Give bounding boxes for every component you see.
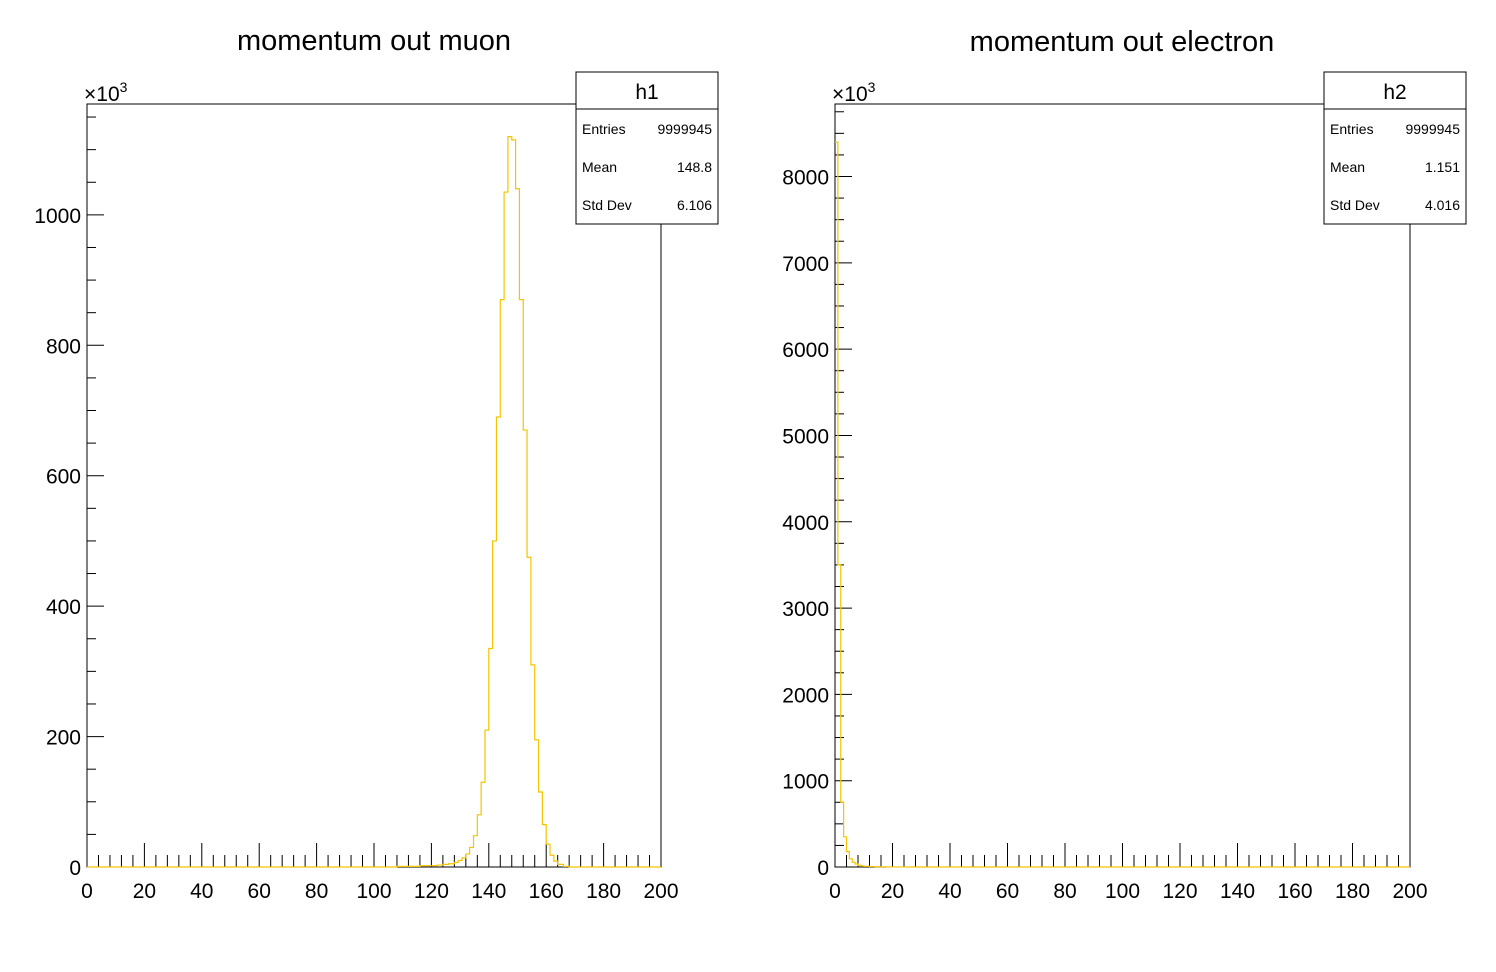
y-tick-label: 2000	[782, 684, 829, 707]
y-tick-label: 4000	[782, 512, 829, 535]
y-tick-label: 3000	[782, 598, 829, 621]
panel-muon: momentum out muon 0 20 40 60 80 100 120 140 160 18…	[34, 25, 719, 903]
stats-name: h2	[1383, 81, 1406, 104]
x-tick-label: 180	[1335, 880, 1370, 903]
stats-box	[1323, 71, 1467, 225]
panel-electron: momentum out electron 0 20 40 60 80 100 120 140 1…	[782, 26, 1467, 903]
histogram-line	[87, 136, 661, 868]
y-tick-label: 400	[46, 596, 81, 619]
y-multiplier-base: ×10	[832, 83, 868, 106]
y-tick-label: 600	[46, 466, 81, 489]
x-tick-label: 180	[586, 880, 621, 903]
histogram-line	[835, 141, 1410, 868]
stats-row-label: Mean	[1330, 159, 1365, 175]
x-tick-label: 0	[829, 880, 841, 903]
x-tick-label: 140	[1220, 880, 1255, 903]
stats-row-value: 6.106	[677, 197, 712, 213]
x-tick-label: 60	[248, 880, 271, 903]
x-tick-label: 20	[881, 880, 904, 903]
x-tick-label: 120	[1162, 880, 1197, 903]
chart-title: momentum out muon	[237, 25, 511, 57]
y-multiplier-exponent: 3	[868, 79, 876, 95]
chart-title: momentum out electron	[970, 26, 1275, 58]
stats-row-label: Entries	[582, 121, 626, 137]
y-tick-label: 7000	[782, 253, 829, 276]
plot-frame	[86, 103, 662, 868]
y-tick-label: 0	[817, 857, 829, 880]
x-tick-label: 20	[133, 880, 156, 903]
y-tick-label: 1000	[782, 771, 829, 794]
y-tick-label: 800	[46, 335, 81, 358]
x-tick-label: 120	[414, 880, 449, 903]
stats-box	[575, 71, 719, 225]
x-tick-label: 60	[996, 880, 1019, 903]
x-tick-label: 100	[1105, 880, 1140, 903]
x-tick-label: 80	[1053, 880, 1076, 903]
y-tick-label: 1000	[34, 205, 81, 228]
stats-row-value: 9999945	[657, 121, 712, 137]
stats-name: h1	[635, 81, 658, 104]
y-tick-label: 0	[69, 857, 81, 880]
stats-row-label: Mean	[582, 159, 617, 175]
stats-row-label: Entries	[1330, 121, 1374, 137]
y-tick-label: 200	[46, 727, 81, 750]
stats-row-value: 9999945	[1405, 121, 1460, 137]
x-tick-label: 100	[356, 880, 391, 903]
y-tick-label: 5000	[782, 425, 829, 448]
x-tick-label: 200	[1392, 880, 1427, 903]
stats-row-label: Std Dev	[1330, 197, 1380, 213]
x-tick-label: 40	[938, 880, 961, 903]
y-tick-label: 6000	[782, 339, 829, 362]
stats-row-value: 148.8	[677, 159, 712, 175]
x-tick-label: 160	[529, 880, 564, 903]
stats-row-value: 1.151	[1425, 159, 1460, 175]
y-multiplier-label: ×103	[84, 79, 128, 106]
x-tick-label: 80	[305, 880, 328, 903]
x-tick-label: 140	[471, 880, 506, 903]
stats-row-label: Std Dev	[582, 197, 632, 213]
y-multiplier-label: ×103	[832, 79, 876, 106]
y-multiplier-exponent: 3	[120, 79, 128, 95]
y-multiplier-base: ×10	[84, 83, 120, 106]
stats-row-value: 4.016	[1425, 197, 1460, 213]
x-tick-label: 0	[81, 880, 93, 903]
x-tick-label: 160	[1277, 880, 1312, 903]
y-tick-label: 8000	[782, 167, 829, 190]
x-tick-label: 200	[643, 880, 678, 903]
x-tick-label: 40	[190, 880, 213, 903]
